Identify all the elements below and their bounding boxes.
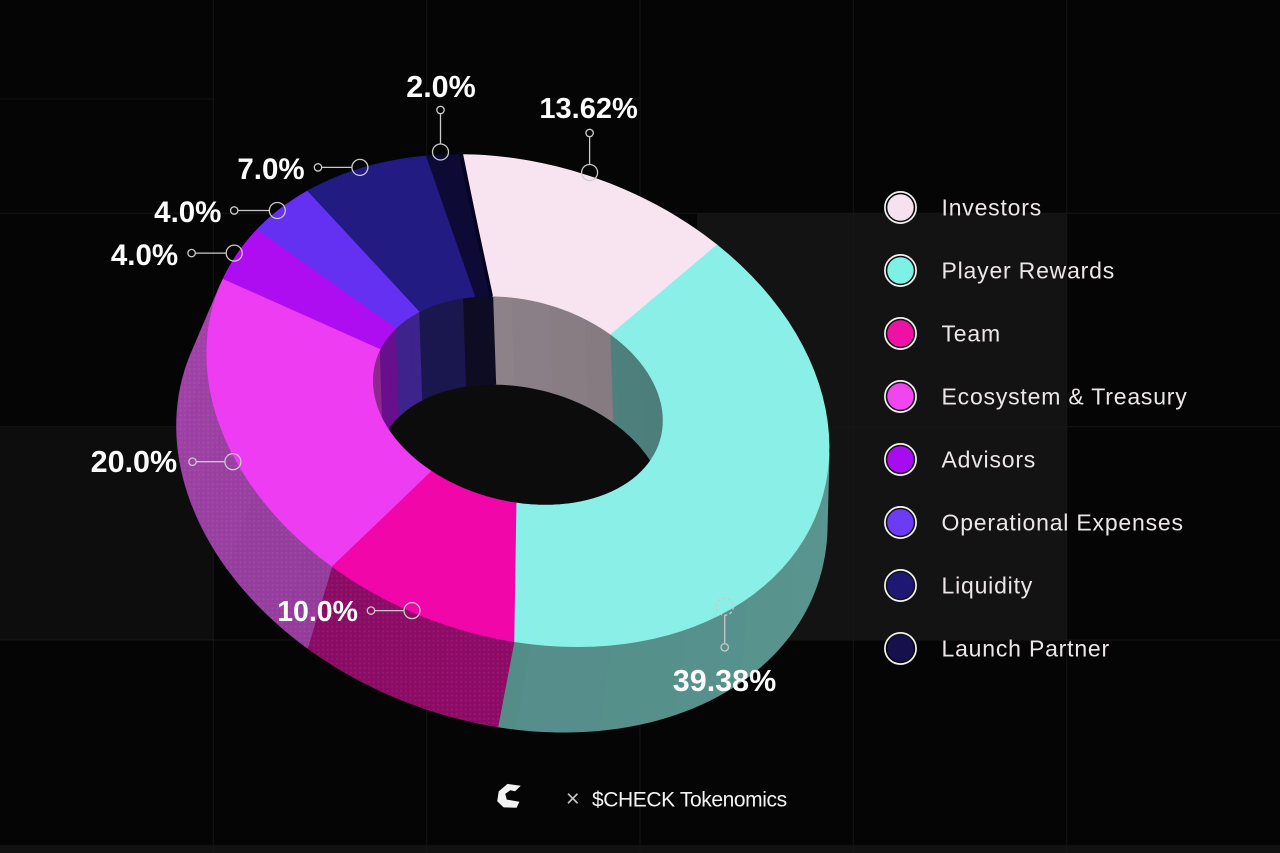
svg-text:Operational Expenses: Operational Expenses [942,510,1184,536]
svg-text:Launch Partner: Launch Partner [942,636,1110,662]
svg-text:Team: Team [942,321,1001,347]
svg-text:39.38%: 39.38% [673,664,776,698]
svg-text:13.62%: 13.62% [539,93,638,125]
svg-text:Advisors: Advisors [942,447,1037,473]
svg-text:20.0%: 20.0% [91,445,177,479]
svg-text:Liquidity: Liquidity [942,573,1034,599]
svg-text:4.0%: 4.0% [154,196,221,229]
svg-text:4.0%: 4.0% [111,239,178,272]
svg-text:×: × [566,786,580,813]
svg-text:Player Rewards: Player Rewards [942,258,1116,284]
svg-text:2.0%: 2.0% [406,70,476,104]
svg-text:Investors: Investors [942,195,1043,221]
svg-text:10.0%: 10.0% [277,596,358,628]
svg-text:$CHECK Tokenomics: $CHECK Tokenomics [592,789,787,812]
svg-text:7.0%: 7.0% [237,153,304,186]
svg-text:Ecosystem & Treasury: Ecosystem & Treasury [942,384,1188,410]
